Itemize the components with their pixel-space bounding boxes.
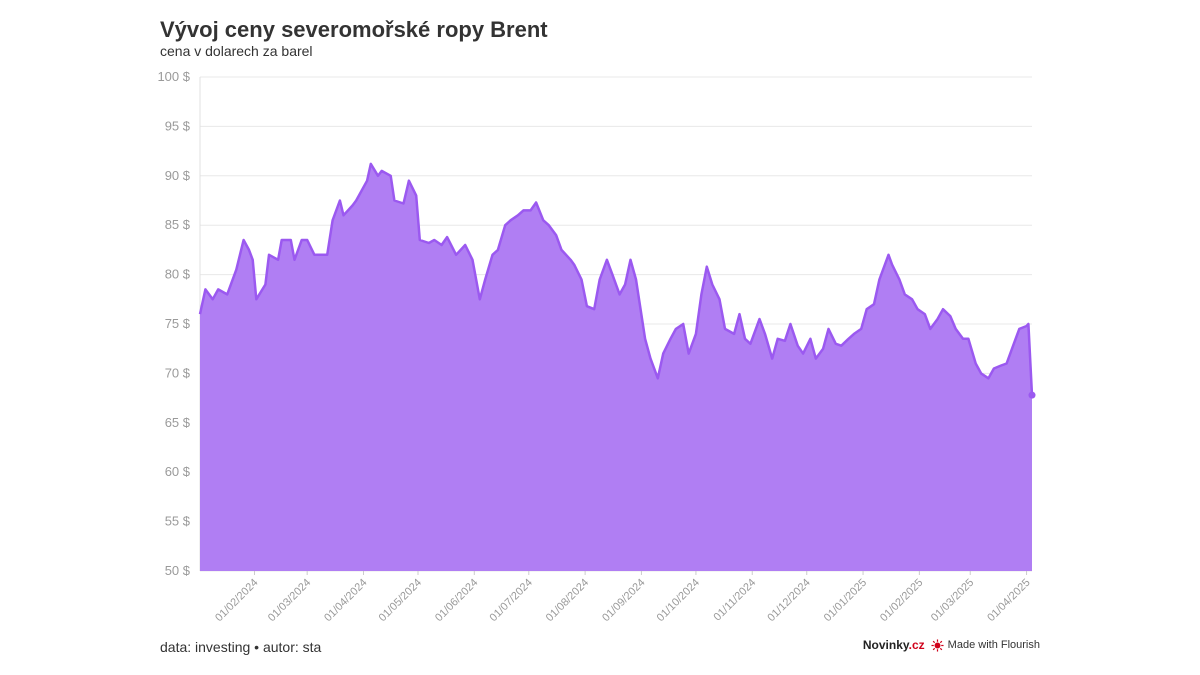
x-tick-label: 01/03/2024: [266, 577, 313, 624]
flourish-link[interactable]: Made with Flourish: [931, 638, 1040, 652]
x-tick-label: 01/03/2025: [929, 577, 976, 624]
y-tick-label: 75 $: [165, 316, 191, 331]
chart-subtitle: cena v dolarech za barel: [160, 43, 313, 59]
x-tick-label: 01/11/2024: [712, 577, 759, 624]
x-axis-labels: 01/02/2024 01/03/2024 01/04/2024 01/05/2024…: [213, 571, 1033, 624]
y-tick-label: 85 $: [165, 217, 191, 232]
y-tick-label: 55 $: [165, 514, 191, 529]
y-tick-label: 65 $: [165, 415, 191, 430]
x-tick-label: 01/02/2024: [213, 577, 260, 624]
x-tick-label: 01/04/2025: [985, 577, 1032, 624]
y-tick-label: 90 $: [165, 168, 191, 183]
y-tick-label: 70 $: [165, 365, 191, 380]
source-credit: data: investing • autor: sta: [160, 639, 322, 655]
x-tick-label: 01/07/2024: [488, 577, 535, 624]
footer-branding: Novinky.cz Made with Flourish: [863, 638, 1040, 652]
series-line: [198, 162, 1034, 396]
x-tick-label: 01/08/2024: [544, 577, 591, 624]
y-tick-label: 100 $: [157, 69, 190, 84]
novinky-logo[interactable]: Novinky.cz: [862, 638, 925, 652]
x-tick-label: 01/01/2025: [822, 577, 869, 624]
y-tick-label: 95 $: [165, 118, 191, 133]
y-tick-label: 80 $: [165, 267, 191, 282]
y-tick-label: 60 $: [165, 464, 191, 479]
y-tick-label: 50 $: [165, 563, 191, 578]
x-tick-label: 01/09/2024: [600, 577, 647, 624]
x-tick-label: 01/05/2024: [377, 577, 424, 624]
flourish-sun-icon: [931, 638, 944, 652]
x-tick-label: 01/02/2025: [878, 577, 925, 624]
x-tick-label: 01/06/2024: [433, 577, 480, 624]
chart-title: Vývoj ceny severomořské ropy Brent: [160, 17, 548, 42]
last-point-marker[interactable]: [1028, 391, 1036, 399]
x-tick-label: 01/12/2024: [765, 577, 812, 624]
y-axis-labels: 50 $ 55 $ 60 $ 65 $ 70 $ 75 $ 80 $ 85 $ 90 $ 95 $…: [157, 69, 190, 578]
series-area: [200, 163, 1032, 571]
x-tick-label: 01/10/2024: [655, 577, 702, 624]
x-tick-label: 01/04/2024: [322, 577, 369, 624]
series-area-layer: [198, 162, 1036, 571]
